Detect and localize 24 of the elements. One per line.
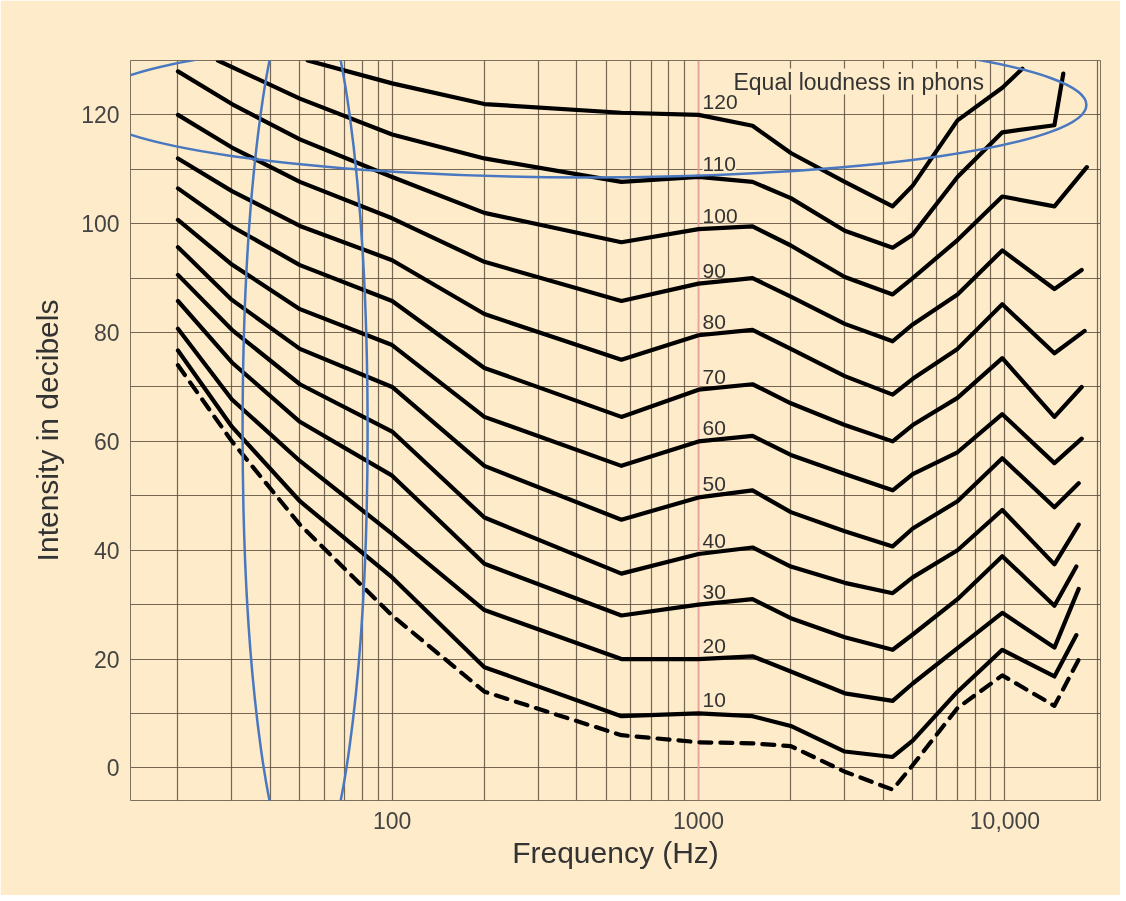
x-tick-label: 10,000 [969, 807, 1041, 834]
series-label: 110 [702, 151, 737, 175]
y-tick-label: 100 [81, 211, 120, 238]
series-label: 90 [702, 258, 726, 282]
y-tick-label: 120 [81, 102, 120, 129]
series-label: 50 [702, 472, 726, 496]
y-tick-label: 40 [93, 537, 120, 564]
series-label: 30 [702, 579, 726, 603]
series-label: 10 [702, 688, 726, 712]
series-label: 40 [702, 529, 726, 553]
series-label: 20 [702, 634, 726, 658]
x-tick-label: 1000 [672, 807, 725, 834]
x-tick-label: 100 [372, 807, 412, 834]
x-axis-title: Frequency (Hz) [512, 835, 719, 869]
y-tick-label: 60 [93, 428, 120, 455]
y-tick-label: 80 [93, 320, 120, 347]
y-axis-title: Intensity in decibels [31, 299, 65, 562]
y-tick-label: 20 [93, 646, 120, 673]
annotation: Equal loudness in phons [733, 68, 985, 95]
series-label: 70 [702, 364, 726, 388]
series-label: 80 [702, 310, 726, 334]
series-label: 60 [702, 416, 726, 440]
y-tick-label: 0 [106, 755, 120, 782]
series-label: 100 [702, 204, 738, 228]
